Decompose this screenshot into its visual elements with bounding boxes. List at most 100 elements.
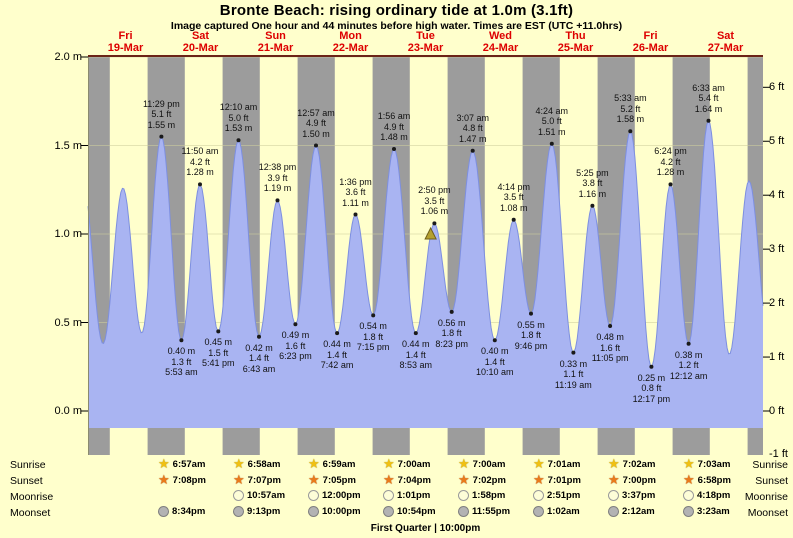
sunrise-time: 6:59am	[322, 458, 356, 470]
sunrise-star-icon: ★	[383, 456, 395, 471]
sunset-entry: ★ 7:07pm	[233, 472, 281, 487]
low-tide-dot	[293, 322, 298, 327]
moonset-time: 8:34pm	[172, 506, 206, 517]
low-tide-dot	[413, 331, 418, 336]
sunset-time: 7:02pm	[472, 474, 506, 486]
moonset-moon-icon	[533, 506, 544, 517]
page-subtitle: Image captured One hour and 44 minutes b…	[170, 20, 623, 32]
moonset-time: 1:02am	[547, 506, 580, 517]
sunrise-star-icon: ★	[158, 456, 170, 471]
sunset-star-icon: ★	[683, 472, 695, 487]
moonset-time: 10:00pm	[322, 506, 361, 517]
sunrise-time: 6:57am	[172, 458, 206, 470]
moonrise-time: 1:58pm	[472, 490, 506, 501]
high-tide-dot	[549, 141, 554, 146]
moonset-entry: 10:54pm	[383, 506, 436, 517]
moonset-entry: 11:55pm	[458, 506, 510, 517]
moonset-time: 10:54pm	[397, 506, 436, 517]
moonset-moon-icon	[608, 506, 619, 517]
moonset-time: 9:13pm	[247, 506, 281, 517]
moonset-moon-icon	[158, 506, 169, 517]
sunset-entry: ★ 7:05pm	[308, 472, 356, 487]
low-tide-dot	[571, 350, 576, 355]
moonrise-moon-icon	[533, 490, 544, 501]
moonrise-moon-icon	[458, 490, 469, 501]
sunset-star-icon: ★	[608, 472, 620, 487]
low-tide-dot	[608, 324, 613, 328]
low-tide-dot	[335, 331, 340, 336]
moonrise-row: Moonrise 10:57am 12:00pm 1:01pm 1:58pm 2:51p…	[0, 490, 793, 504]
sunrise-entry: ★ 6:58am	[233, 457, 281, 470]
sunset-entry: ★ 7:00pm	[608, 472, 656, 487]
moonset-entry: 3:23am	[683, 506, 730, 517]
sunrise-time: 7:00am	[472, 458, 506, 470]
moonrise-moon-icon	[308, 490, 319, 501]
moonrise-entry: 2:51pm	[533, 490, 580, 501]
sunset-row: Sunset ★ 7:08pm ★ 7:07pm ★ 7:05pm ★ 7:04pm ★ 7:02…	[0, 472, 793, 488]
sunset-star-icon: ★	[383, 472, 395, 487]
high-tide-dot	[159, 134, 164, 139]
moonset-moon-icon	[233, 506, 244, 517]
sunset-time: 7:00pm	[622, 474, 656, 486]
sunset-entry: ★ 7:04pm	[383, 472, 431, 487]
sunrise-entry: ★ 6:57am	[158, 456, 206, 471]
low-tide-dot	[371, 313, 376, 318]
high-tide-dot	[314, 143, 318, 148]
sunset-time: 7:07pm	[247, 474, 281, 486]
sunrise-time: 6:58am	[247, 458, 281, 470]
moonrise-time: 3:37pm	[622, 490, 656, 501]
moonrise-moon-icon	[233, 490, 244, 501]
current-time-marker-icon	[424, 226, 437, 240]
page-title: Bronte Beach: rising ordinary tide at 1.…	[219, 2, 574, 19]
low-tide-dot	[179, 338, 184, 343]
moonset-moon-icon	[458, 506, 469, 517]
sunset-time: 7:04pm	[397, 474, 431, 486]
high-tide-dot	[432, 221, 437, 226]
sunrise-row-label-left: Sunrise	[10, 459, 46, 471]
high-tide-dot	[470, 148, 475, 153]
sunset-star-icon: ★	[308, 472, 320, 487]
sunset-entry: ★ 7:02pm	[458, 472, 506, 487]
moonrise-moon-icon	[683, 490, 694, 501]
sunset-entry: ★ 6:58pm	[683, 472, 731, 487]
moonrise-moon-icon	[383, 490, 394, 501]
high-tide-dot	[353, 212, 358, 217]
sunrise-entry: ★ 7:03am	[683, 457, 730, 470]
sunset-entry: ★ 7:01pm	[533, 472, 581, 487]
moonrise-entry: 10:57am	[233, 490, 285, 501]
sunset-time: 7:01pm	[547, 474, 581, 486]
moonrise-entry: 3:37pm	[608, 490, 655, 501]
moonrise-time: 4:18pm	[697, 490, 731, 501]
moonrise-entry: 12:00pm	[308, 490, 361, 501]
sunrise-star-icon: ★	[533, 456, 545, 471]
moonrise-moon-icon	[608, 490, 619, 501]
sunset-star-icon: ★	[533, 472, 545, 487]
moonrise-entry: 1:01pm	[383, 490, 430, 501]
sunset-entry: ★ 7:08pm	[158, 472, 206, 487]
sunset-star-icon: ★	[458, 472, 470, 487]
moon-phase-label: First Quarter | 10:00pm	[370, 523, 481, 534]
high-tide-dot	[628, 129, 633, 134]
sunrise-time: 7:02am	[622, 458, 656, 470]
sunrise-entry: ★ 7:00am	[458, 457, 506, 470]
moonset-row-label-right: Moonset	[747, 507, 788, 519]
moonset-entry: 8:34pm	[158, 506, 205, 517]
moonset-moon-icon	[683, 506, 694, 517]
sunset-time: 7:05pm	[322, 474, 356, 486]
high-tide-dot	[236, 138, 241, 143]
moonset-entry: 1:02am	[533, 506, 580, 517]
low-tide-dot	[257, 334, 261, 339]
high-tide-dot	[590, 203, 595, 208]
sunrise-row-label-right: Sunrise	[752, 459, 788, 471]
moonrise-time: 10:57am	[247, 490, 286, 501]
moonrise-entry: 4:18pm	[683, 490, 730, 501]
moonset-entry: 2:12am	[608, 506, 655, 517]
sunset-star-icon: ★	[158, 472, 170, 487]
sunset-star-icon: ★	[233, 472, 245, 487]
sunset-time: 7:08pm	[172, 474, 206, 486]
sunrise-entry: ★ 7:01am	[533, 456, 580, 471]
moonset-time: 11:55pm	[472, 506, 511, 517]
high-tide-dot	[511, 217, 516, 222]
low-tide-dot	[529, 311, 533, 316]
